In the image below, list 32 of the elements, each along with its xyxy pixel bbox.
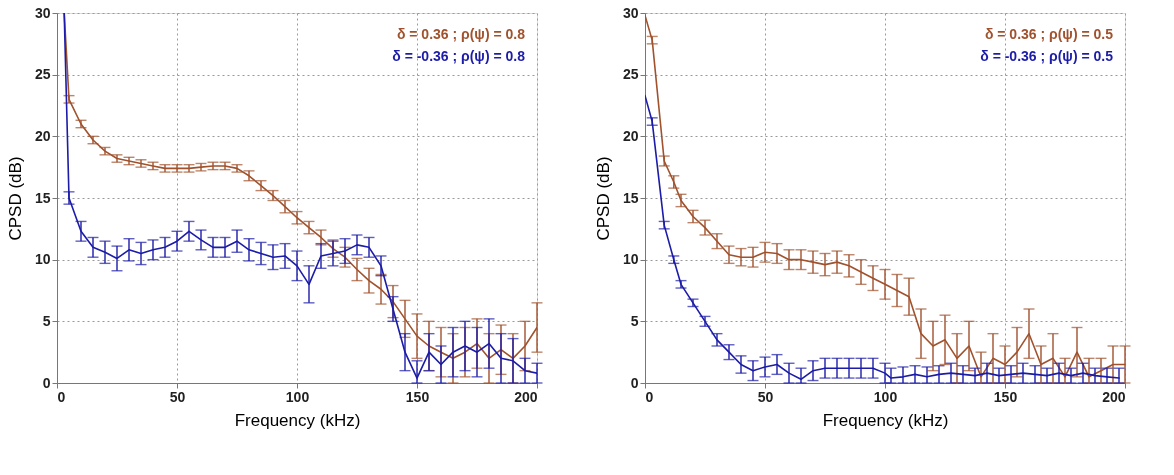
y-tick-label: 0: [630, 374, 639, 391]
y-tick-label: 10: [34, 251, 51, 268]
x-tick-label: 100: [285, 388, 310, 405]
x-tick-label: 0: [57, 388, 66, 405]
y-tick-label: 30: [34, 4, 51, 21]
y-tick-label: 5: [630, 312, 639, 329]
x-tick-label: 200: [514, 388, 538, 405]
y-tick-label: 25: [34, 66, 51, 83]
y-tick-label: 20: [34, 127, 51, 144]
text: δ = -0.36 ; ρ(ψ) = 0.5: [980, 48, 1114, 64]
x-tick-label: 200: [1102, 388, 1126, 405]
y-tick-label: 30: [622, 4, 639, 21]
y-tick-label: 20: [622, 127, 639, 144]
x-tick-label: 150: [405, 388, 430, 405]
x-axis-title: Frequency (kHz): [822, 410, 949, 430]
y-axis-title: CPSD (dB): [593, 156, 613, 241]
x-tick-label: 50: [169, 388, 186, 405]
text: δ = -0.36 ; ρ(ψ) = 0.8: [392, 48, 526, 64]
y-tick-label: 15: [622, 189, 639, 206]
x-tick-label: 0: [645, 388, 654, 405]
x-axis-title: Frequency (kHz): [234, 410, 361, 430]
text: δ = 0.36 ; ρ(ψ) = 0.5: [984, 26, 1114, 42]
y-tick-label: 15: [34, 189, 51, 206]
x-tick-label: 150: [993, 388, 1018, 405]
y-tick-label: 10: [622, 251, 639, 268]
x-tick-label: 100: [873, 388, 898, 405]
x-tick-label: 50: [757, 388, 774, 405]
y-tick-label: 25: [622, 66, 639, 83]
y-tick-label: 0: [42, 374, 51, 391]
text: δ = 0.36 ; ρ(ψ) = 0.8: [396, 26, 526, 42]
y-tick-label: 5: [42, 312, 51, 329]
y-axis-title: CPSD (dB): [5, 156, 25, 241]
